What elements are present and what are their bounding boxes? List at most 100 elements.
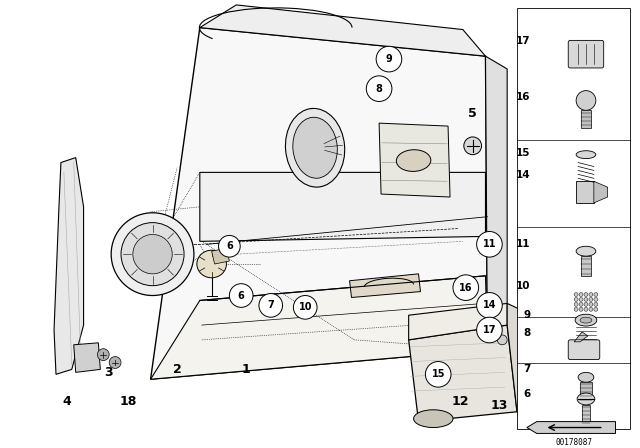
Polygon shape bbox=[594, 181, 607, 203]
Circle shape bbox=[111, 213, 194, 296]
Circle shape bbox=[453, 275, 479, 301]
Text: 8: 8 bbox=[376, 84, 383, 94]
Circle shape bbox=[574, 293, 578, 297]
Circle shape bbox=[589, 297, 593, 302]
Text: 1: 1 bbox=[242, 363, 250, 376]
FancyBboxPatch shape bbox=[568, 40, 604, 68]
Circle shape bbox=[133, 234, 172, 274]
Bar bbox=[517, 8, 630, 430]
Circle shape bbox=[376, 46, 402, 72]
Polygon shape bbox=[200, 5, 486, 56]
Circle shape bbox=[497, 335, 507, 345]
Text: 10: 10 bbox=[516, 280, 531, 291]
Text: 10: 10 bbox=[298, 302, 312, 312]
Ellipse shape bbox=[293, 117, 337, 178]
Text: 4: 4 bbox=[63, 396, 71, 409]
Text: 6: 6 bbox=[226, 241, 233, 251]
Text: 14: 14 bbox=[483, 300, 496, 310]
Polygon shape bbox=[212, 248, 229, 264]
Circle shape bbox=[121, 223, 184, 286]
Polygon shape bbox=[507, 303, 524, 418]
Text: 00178087: 00178087 bbox=[556, 438, 593, 448]
Polygon shape bbox=[150, 276, 488, 379]
Bar bbox=[580, 382, 592, 402]
Ellipse shape bbox=[578, 372, 594, 382]
Bar bbox=[582, 405, 590, 425]
Text: 13: 13 bbox=[491, 399, 508, 412]
Circle shape bbox=[584, 297, 588, 302]
Text: 15: 15 bbox=[431, 369, 445, 379]
Text: 9: 9 bbox=[524, 310, 531, 320]
Circle shape bbox=[574, 297, 578, 302]
Circle shape bbox=[579, 302, 583, 306]
Circle shape bbox=[594, 302, 598, 306]
Circle shape bbox=[589, 293, 593, 297]
Bar bbox=[576, 181, 594, 203]
Circle shape bbox=[579, 297, 583, 302]
Ellipse shape bbox=[285, 108, 345, 187]
Circle shape bbox=[97, 349, 109, 361]
Polygon shape bbox=[574, 332, 588, 342]
Circle shape bbox=[477, 317, 502, 343]
Circle shape bbox=[579, 307, 583, 311]
Text: 18: 18 bbox=[119, 396, 136, 409]
Ellipse shape bbox=[576, 246, 596, 256]
Text: 7: 7 bbox=[524, 364, 531, 375]
Text: 2: 2 bbox=[173, 363, 182, 376]
Bar bbox=[581, 256, 591, 276]
Circle shape bbox=[477, 232, 502, 257]
Text: 11: 11 bbox=[483, 239, 496, 249]
Text: 6: 6 bbox=[238, 290, 244, 301]
Polygon shape bbox=[527, 422, 616, 433]
Text: 15: 15 bbox=[516, 148, 531, 158]
Polygon shape bbox=[409, 303, 507, 340]
Circle shape bbox=[584, 302, 588, 306]
Circle shape bbox=[218, 236, 240, 257]
Bar bbox=[581, 110, 591, 128]
Text: 9: 9 bbox=[385, 54, 392, 64]
Ellipse shape bbox=[580, 317, 592, 323]
Ellipse shape bbox=[197, 250, 227, 278]
Text: 11: 11 bbox=[516, 239, 531, 249]
Text: 16: 16 bbox=[459, 283, 472, 293]
Circle shape bbox=[584, 293, 588, 297]
Polygon shape bbox=[54, 158, 84, 375]
Polygon shape bbox=[150, 28, 488, 379]
Circle shape bbox=[576, 90, 596, 110]
Circle shape bbox=[579, 293, 583, 297]
Ellipse shape bbox=[577, 393, 595, 405]
Text: 17: 17 bbox=[516, 36, 531, 47]
Circle shape bbox=[584, 307, 588, 311]
Circle shape bbox=[464, 137, 481, 155]
Text: 3: 3 bbox=[104, 366, 113, 379]
FancyBboxPatch shape bbox=[568, 340, 600, 360]
Circle shape bbox=[589, 307, 593, 311]
Text: 7: 7 bbox=[268, 300, 274, 310]
Circle shape bbox=[589, 302, 593, 306]
Circle shape bbox=[594, 297, 598, 302]
Circle shape bbox=[366, 76, 392, 101]
Circle shape bbox=[477, 293, 502, 318]
Text: 16: 16 bbox=[516, 91, 531, 102]
Polygon shape bbox=[379, 123, 450, 197]
Circle shape bbox=[574, 302, 578, 306]
Circle shape bbox=[426, 362, 451, 387]
Circle shape bbox=[259, 293, 283, 317]
Circle shape bbox=[293, 296, 317, 319]
Circle shape bbox=[594, 293, 598, 297]
Circle shape bbox=[594, 307, 598, 311]
Text: 14: 14 bbox=[516, 170, 531, 181]
Text: 17: 17 bbox=[483, 325, 496, 335]
Polygon shape bbox=[200, 172, 486, 241]
Polygon shape bbox=[409, 325, 517, 422]
Text: 6: 6 bbox=[524, 389, 531, 399]
Polygon shape bbox=[74, 343, 100, 372]
Text: 8: 8 bbox=[524, 328, 531, 338]
Ellipse shape bbox=[576, 151, 596, 159]
Text: 5: 5 bbox=[468, 107, 477, 120]
Circle shape bbox=[229, 284, 253, 307]
Ellipse shape bbox=[396, 150, 431, 172]
Ellipse shape bbox=[575, 314, 597, 326]
Polygon shape bbox=[349, 274, 420, 297]
Circle shape bbox=[109, 357, 121, 368]
